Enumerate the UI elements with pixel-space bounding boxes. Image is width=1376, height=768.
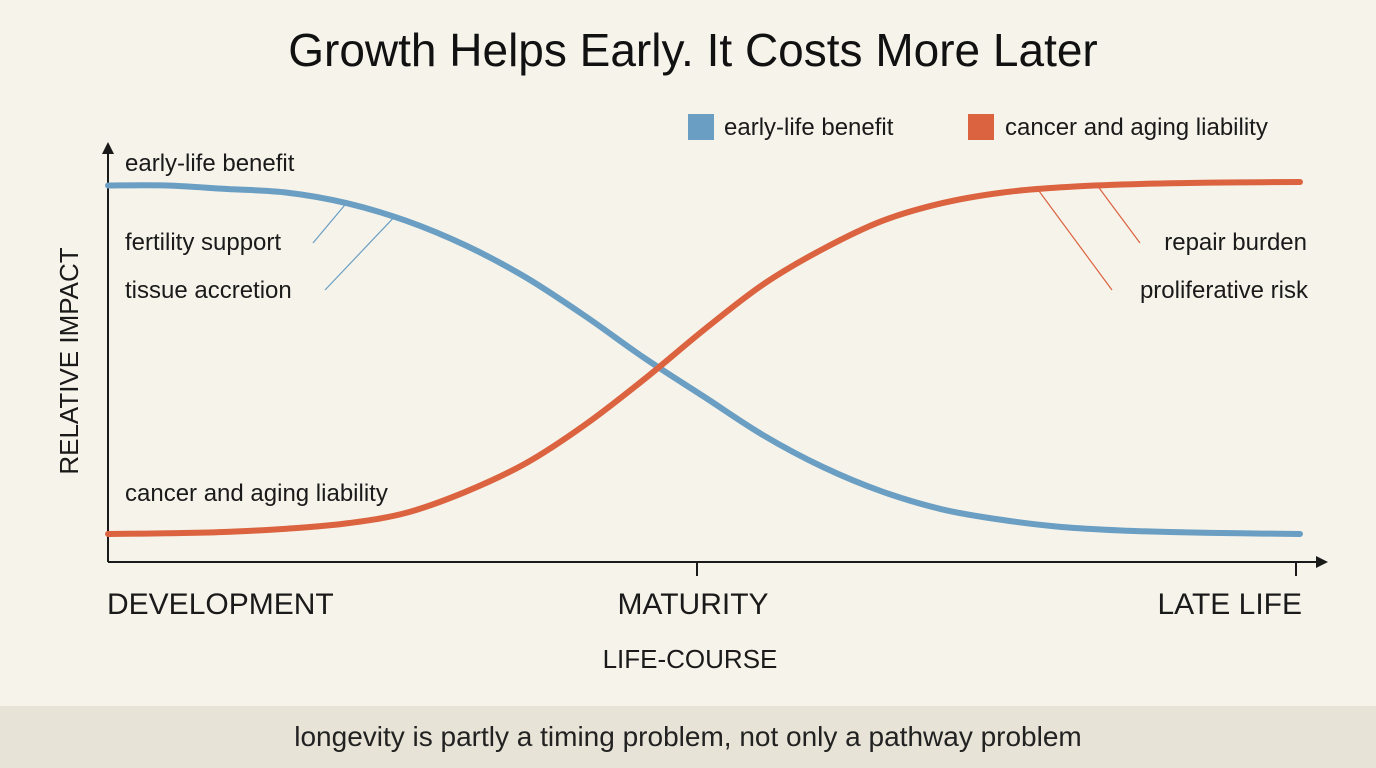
legend: early-life benefit cancer and aging liab… (688, 114, 1268, 141)
legend-label-cancer-and-aging-liability: cancer and aging liability (1005, 114, 1268, 141)
x-axis-label: LIFE-COURSE (603, 644, 778, 674)
annotation-proliferative-risk: proliferative risk (1140, 277, 1309, 304)
x-tick-label-late-life: LATE LIFE (1158, 588, 1303, 621)
annotation-leader-fertility-support (312, 202, 347, 244)
x-tick-label-development: DEVELOPMENT (107, 588, 334, 621)
legend-swatch-cancer-and-aging-liability (968, 114, 994, 140)
annotation-leader-repair-burden (1096, 185, 1141, 244)
annotation-leader-proliferative-risk (1037, 189, 1113, 291)
footer-band: longevity is partly a timing problem, no… (0, 706, 1376, 768)
x-ticks: DEVELOPMENT MATURITY LATE LIFE (107, 562, 1302, 621)
annotations: early-life benefit fertility support tissu… (125, 150, 1309, 507)
chart-title: Growth Helps Early. It Costs More Later (288, 24, 1098, 76)
annotation-leader-tissue-accretion (324, 216, 395, 291)
chart: Growth Helps Early. It Costs More Later … (54, 24, 1328, 674)
footer-caption: longevity is partly a timing problem, no… (294, 721, 1082, 752)
legend-swatch-early-life-benefit (688, 114, 714, 140)
annotation-cancer-and-aging-liability: cancer and aging liability (125, 480, 388, 507)
series-lines (105, 179, 1303, 537)
annotation-early-life-benefit: early-life benefit (125, 150, 295, 177)
y-axis-label: RELATIVE IMPACT (54, 247, 84, 474)
x-tick-label-maturity: MATURITY (617, 588, 768, 621)
annotation-fertility-support: fertility support (125, 229, 281, 256)
legend-label-early-life-benefit: early-life benefit (724, 114, 894, 141)
annotation-repair-burden: repair burden (1164, 229, 1307, 256)
series-line-early-life-benefit (105, 182, 1303, 537)
annotation-tissue-accretion: tissue accretion (125, 277, 292, 304)
series-line-cancer-and-aging-liability (105, 179, 1303, 537)
